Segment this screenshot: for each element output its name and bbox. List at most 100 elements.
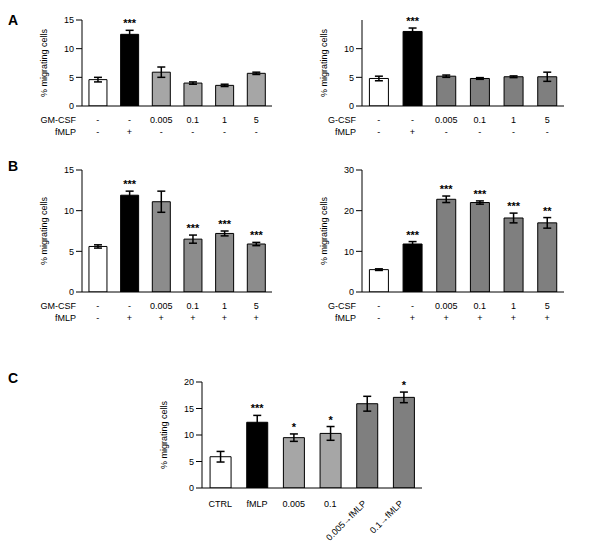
svg-text:***: *** [507, 200, 521, 212]
svg-text:***: *** [218, 218, 232, 230]
svg-text:+: + [254, 313, 259, 323]
svg-text:-: - [223, 127, 226, 137]
svg-text:fMLP: fMLP [55, 127, 76, 137]
svg-text:+: + [159, 313, 164, 323]
svg-text:0.005: 0.005 [435, 115, 458, 125]
svg-text:*: * [292, 421, 297, 433]
svg-text:0: 0 [69, 287, 74, 297]
svg-text:15: 15 [184, 404, 194, 414]
svg-text:G-CSF: G-CSF [328, 301, 357, 311]
svg-text:-: - [191, 127, 194, 137]
svg-text:% migrating cells: % migrating cells [39, 28, 49, 97]
svg-text:+: + [190, 313, 195, 323]
svg-text:-: - [96, 127, 99, 137]
svg-text:+: + [410, 127, 415, 137]
svg-text:***: *** [123, 17, 137, 29]
svg-text:1: 1 [222, 115, 227, 125]
svg-text:-: - [255, 127, 258, 137]
svg-text:10: 10 [64, 206, 74, 216]
svg-text:+: + [127, 313, 132, 323]
svg-text:5: 5 [254, 301, 259, 311]
svg-text:-: - [546, 127, 549, 137]
svg-text:-: - [160, 127, 163, 137]
svg-text:% migrating cells: % migrating cells [39, 196, 49, 265]
svg-text:G-CSF: G-CSF [328, 115, 357, 125]
svg-text:***: *** [406, 15, 420, 27]
svg-text:1: 1 [222, 301, 227, 311]
svg-text:0.1: 0.1 [324, 499, 337, 509]
svg-text:% migrating cells: % migrating cells [319, 28, 329, 97]
svg-text:GM-CSF: GM-CSF [41, 301, 77, 311]
svg-text:-: - [377, 115, 380, 125]
svg-text:*: * [402, 379, 407, 391]
svg-text:**: ** [543, 205, 552, 217]
svg-text:***: *** [250, 229, 264, 241]
svg-text:fMLP: fMLP [246, 499, 267, 509]
svg-text:-: - [377, 313, 380, 323]
svg-text:5: 5 [545, 115, 550, 125]
svg-text:***: *** [440, 183, 454, 195]
svg-text:-: - [377, 127, 380, 137]
svg-text:-: - [445, 127, 448, 137]
svg-text:0: 0 [69, 101, 74, 111]
svg-text:1: 1 [511, 301, 516, 311]
svg-text:-: - [96, 115, 99, 125]
svg-text:+: + [545, 313, 550, 323]
svg-text:0.1: 0.1 [474, 301, 487, 311]
svg-text:20: 20 [344, 206, 354, 216]
svg-text:fMLP: fMLP [55, 313, 76, 323]
svg-text:***: *** [473, 188, 487, 200]
svg-text:-: - [512, 127, 515, 137]
svg-text:-: - [96, 301, 99, 311]
svg-text:***: *** [123, 178, 137, 190]
svg-text:0: 0 [189, 483, 194, 493]
svg-text:+: + [127, 127, 132, 137]
svg-text:***: *** [187, 222, 201, 234]
svg-text:+: + [444, 313, 449, 323]
svg-text:10: 10 [344, 44, 354, 54]
svg-text:0.005: 0.005 [150, 115, 173, 125]
svg-text:15: 15 [64, 15, 74, 25]
svg-text:fMLP: fMLP [335, 313, 356, 323]
svg-text:10: 10 [344, 247, 354, 257]
svg-text:***: *** [406, 229, 420, 241]
svg-text:5: 5 [349, 73, 354, 83]
svg-text:0.005: 0.005 [435, 301, 458, 311]
svg-text:0.1: 0.1 [187, 301, 200, 311]
svg-text:5: 5 [69, 73, 74, 83]
svg-text:5: 5 [69, 247, 74, 257]
svg-text:+: + [511, 313, 516, 323]
svg-text:-: - [96, 313, 99, 323]
svg-text:-: - [411, 301, 414, 311]
svg-text:% migrating cells: % migrating cells [319, 196, 329, 265]
svg-text:-: - [128, 301, 131, 311]
svg-text:0.005: 0.005 [282, 499, 305, 509]
svg-text:5: 5 [254, 115, 259, 125]
svg-text:***: *** [251, 402, 265, 414]
svg-text:+: + [222, 313, 227, 323]
svg-text:0.1→fMLP: 0.1→fMLP [368, 498, 405, 535]
svg-text:20: 20 [184, 377, 194, 387]
svg-text:15: 15 [64, 165, 74, 175]
svg-text:0.1: 0.1 [187, 115, 200, 125]
svg-text:*: * [328, 414, 333, 426]
svg-text:0.005→fMLP: 0.005→fMLP [324, 498, 368, 542]
svg-text:-: - [128, 115, 131, 125]
svg-text:% migrating cells: % migrating cells [159, 400, 169, 469]
svg-text:-: - [478, 127, 481, 137]
svg-text:5: 5 [189, 457, 194, 467]
svg-text:-: - [377, 301, 380, 311]
svg-text:1: 1 [511, 115, 516, 125]
svg-text:0.005: 0.005 [150, 301, 173, 311]
svg-text:-: - [411, 115, 414, 125]
svg-text:0: 0 [349, 287, 354, 297]
svg-text:fMLP: fMLP [335, 127, 356, 137]
svg-text:+: + [477, 313, 482, 323]
svg-text:30: 30 [344, 165, 354, 175]
svg-text:CTRL: CTRL [209, 499, 233, 509]
svg-text:10: 10 [184, 430, 194, 440]
svg-text:10: 10 [64, 44, 74, 54]
svg-text:0.1: 0.1 [474, 115, 487, 125]
svg-text:+: + [410, 313, 415, 323]
svg-text:GM-CSF: GM-CSF [41, 115, 77, 125]
